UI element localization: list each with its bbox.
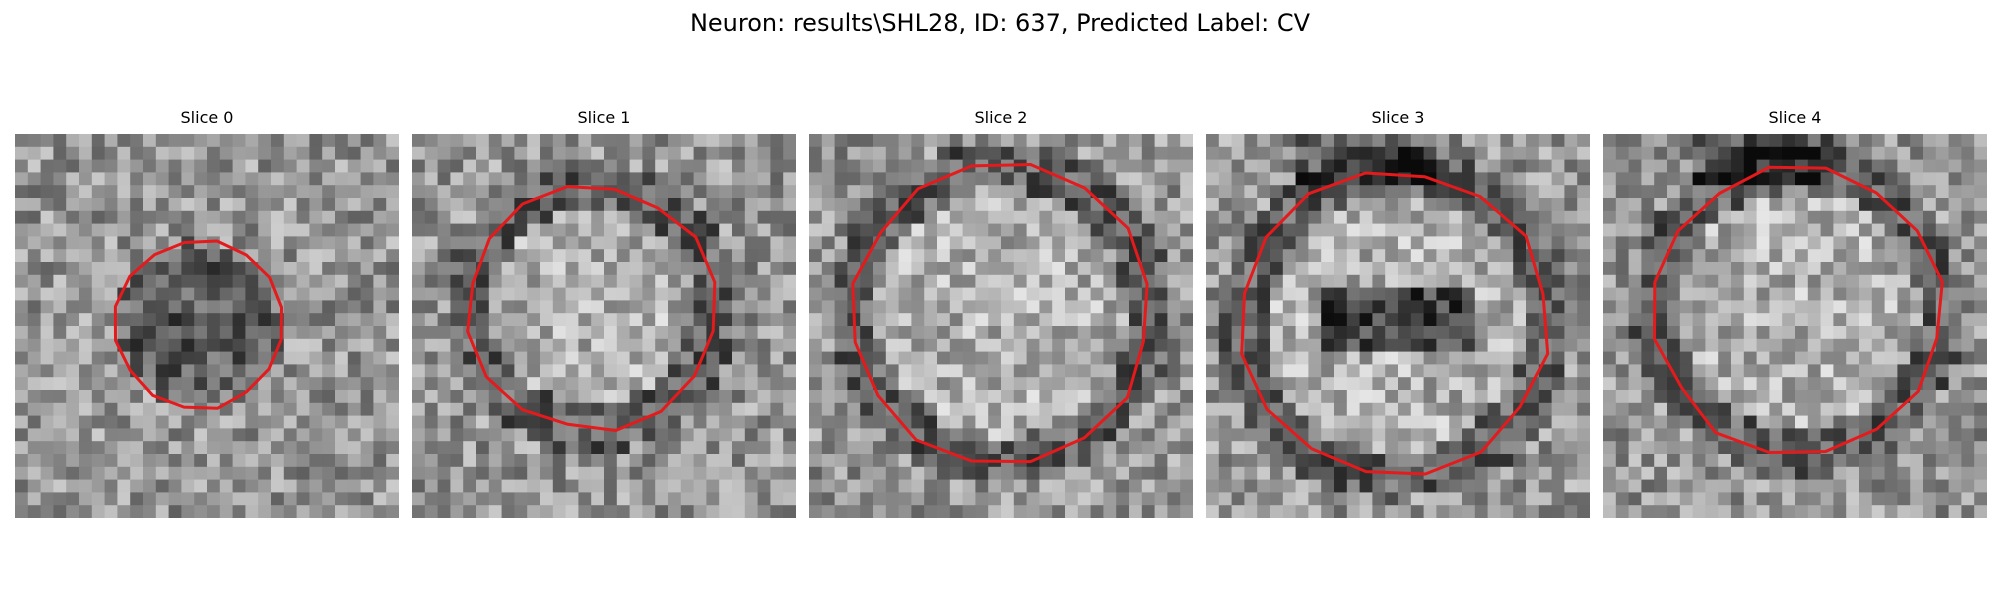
- pixel-grid: [412, 134, 796, 518]
- pixel-grid: [15, 134, 399, 518]
- neuron-contour: [1240, 171, 1550, 476]
- slice-image-0: [15, 134, 399, 518]
- slice-image-4: [1603, 134, 1987, 518]
- figure-title: Neuron: results\SHL28, ID: 637, Predicte…: [689, 9, 1311, 37]
- slice-title-4: Slice 4: [1768, 108, 1822, 127]
- slice-image-2: [809, 134, 1193, 518]
- neuron-contour: [466, 185, 717, 432]
- slice-title-1: Slice 1: [577, 108, 631, 127]
- slice-image-3: [1206, 134, 1590, 518]
- neuron-contour: [113, 239, 283, 410]
- pixel-grid: [1603, 134, 1987, 518]
- slice-title-0: Slice 0: [180, 108, 234, 127]
- slice-title-3: Slice 3: [1371, 108, 1425, 127]
- pixel-grid: [1206, 134, 1590, 518]
- slice-title-2: Slice 2: [974, 108, 1028, 127]
- neuron-contour: [851, 163, 1149, 464]
- neuron-contour: [1653, 165, 1944, 454]
- pixel-grid: [809, 134, 1193, 518]
- slice-image-1: [412, 134, 796, 518]
